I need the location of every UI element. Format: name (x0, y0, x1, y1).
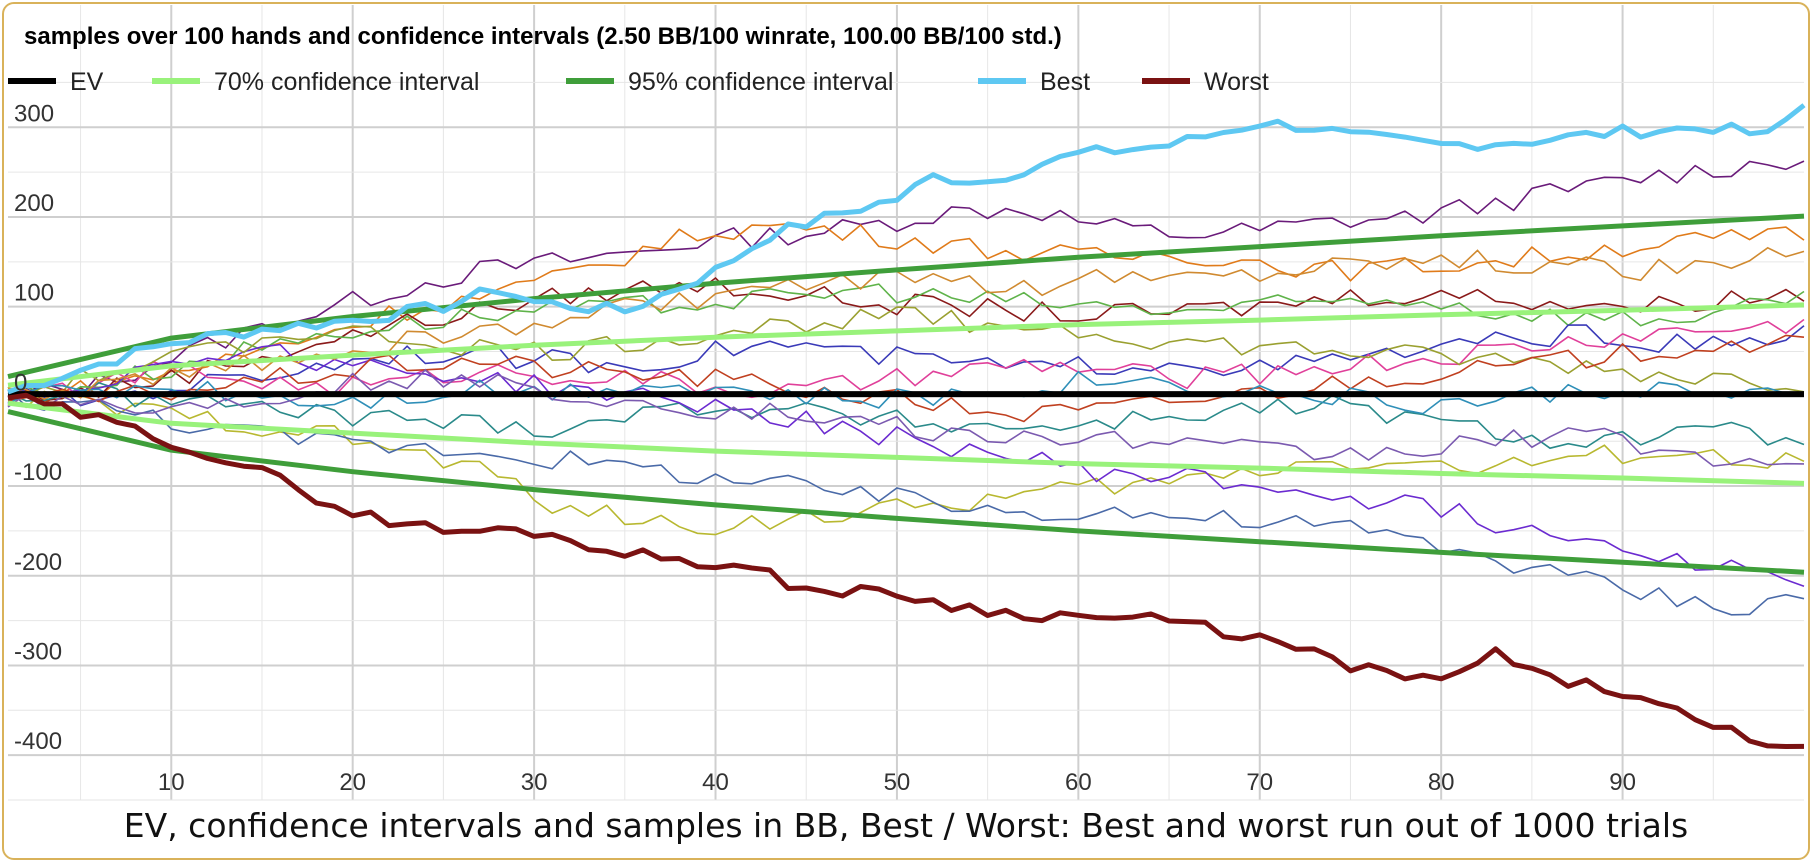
best-line (7, 103, 1806, 395)
x-tick-label: 30 (521, 769, 548, 796)
70-confidence-interval-line (7, 400, 1805, 486)
sample-run-line (7, 343, 1805, 588)
highlight-series (7, 103, 1806, 749)
grid (8, 5, 1804, 801)
chart-title: samples over 100 hands and confidence in… (24, 23, 1062, 50)
y-tick-label: -300 (14, 638, 62, 665)
y-tick-label: 100 (14, 280, 54, 307)
y-tick-label: -100 (14, 459, 62, 486)
sample-run-line (7, 324, 1805, 407)
axis-labels: 300 200 100 0 -100 -200 -300 -400 10 20 30 40 50 60 70… (14, 100, 1636, 796)
x-tick-label: 80 (1428, 769, 1455, 796)
legend-label: EV (70, 68, 104, 96)
legend-label: 95% confidence interval (628, 68, 893, 96)
sample-run-line (7, 222, 1805, 404)
x-tick-label: 50 (884, 769, 911, 796)
x-tick-label: 10 (158, 769, 185, 796)
sample-run-line (7, 283, 1805, 401)
y-tick-label: 200 (14, 190, 54, 217)
sample-runs (7, 160, 1805, 616)
x-tick-label: 40 (702, 769, 729, 796)
sample-run-line (7, 389, 1805, 616)
legend-label: 70% confidence interval (214, 68, 479, 96)
x-tick-label: 90 (1609, 769, 1636, 796)
sample-run-line (7, 160, 1805, 398)
sample-run-line (7, 318, 1805, 407)
sample-run-line (7, 276, 1805, 402)
sample-run-line (7, 381, 1805, 450)
y-tick-label: -400 (14, 728, 62, 755)
x-tick-label: 60 (1065, 769, 1092, 796)
70-confidence-interval-line (7, 302, 1805, 388)
worst-line (7, 392, 1805, 749)
95-confidence-interval-line (7, 213, 1805, 380)
chart-caption: EV, confidence intervals and samples in … (123, 806, 1689, 845)
sample-run-line (7, 306, 1805, 400)
y-tick-label: 0 (14, 369, 27, 396)
legend: EV 70% confidence interval 95% confidence … (8, 68, 1269, 96)
y-tick-label: -200 (14, 549, 62, 576)
95-confidence-interval-line (7, 409, 1805, 575)
legend-label: Worst (1204, 68, 1269, 96)
x-tick-label: 20 (339, 769, 366, 796)
y-tick-label: 300 (14, 100, 54, 127)
x-tick-label: 70 (1246, 769, 1273, 796)
legend-label: Best (1040, 68, 1090, 96)
